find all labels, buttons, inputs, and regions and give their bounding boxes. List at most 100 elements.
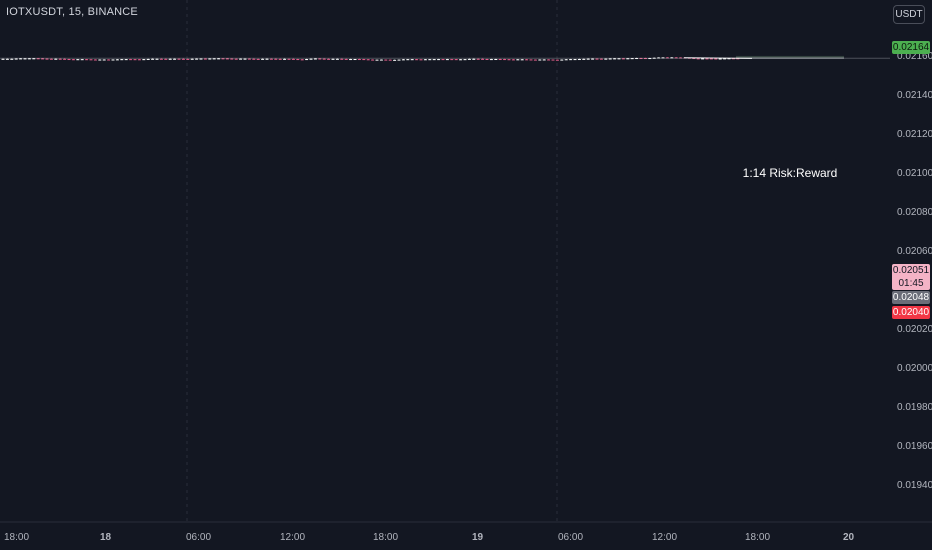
candle-body xyxy=(419,59,423,61)
candle-body xyxy=(164,58,168,60)
candle-body xyxy=(71,59,75,61)
symbol-title: IOTXUSDT, 15, BINANCE xyxy=(6,6,138,18)
candle-body xyxy=(525,59,529,61)
candle-body xyxy=(27,58,31,60)
candle-body xyxy=(10,58,14,60)
candle-body xyxy=(331,58,335,60)
time-tick: 20 xyxy=(843,532,855,543)
candle-body xyxy=(98,59,102,61)
candle-body xyxy=(318,58,322,60)
candle-body xyxy=(555,59,559,61)
candle-body xyxy=(494,59,498,61)
candle-body xyxy=(538,59,542,61)
candle-body xyxy=(155,58,159,60)
candle-body xyxy=(736,58,740,60)
candle-body xyxy=(472,58,476,60)
candle-body xyxy=(617,58,621,60)
candle-body xyxy=(186,58,190,60)
candle-body xyxy=(344,58,348,60)
time-tick: 18:00 xyxy=(4,532,30,543)
candle-body xyxy=(648,58,652,60)
candle-body xyxy=(221,58,225,60)
candle-body xyxy=(362,59,366,61)
price-tick: 0.02080 xyxy=(897,207,932,218)
candle-body xyxy=(300,59,304,61)
candle-body xyxy=(393,59,397,61)
candle-body xyxy=(243,58,247,60)
target-zone xyxy=(736,55,844,59)
candle-body xyxy=(379,59,383,61)
candle-body xyxy=(80,59,84,61)
candle-body xyxy=(709,58,713,60)
candle-body xyxy=(58,58,62,60)
candle-body xyxy=(467,58,471,60)
candle-body xyxy=(41,58,45,60)
candle-body xyxy=(309,58,313,60)
time-tick: 18:00 xyxy=(745,532,771,543)
candle-body xyxy=(269,58,273,60)
candle-body xyxy=(63,58,67,60)
time-tick: 12:00 xyxy=(652,532,678,543)
candle-body xyxy=(406,59,410,61)
candle-body xyxy=(604,58,608,60)
candle-body xyxy=(45,58,49,60)
time-tick: 18 xyxy=(100,532,112,543)
candle-body xyxy=(54,58,58,60)
candle-body xyxy=(230,58,234,60)
candle-body xyxy=(190,58,194,60)
candle-body xyxy=(621,58,625,60)
candle-body xyxy=(577,59,581,61)
candle-body xyxy=(542,59,546,61)
candle-body xyxy=(67,59,71,61)
candle-body xyxy=(256,58,260,60)
candle-body xyxy=(599,58,603,60)
candle-body xyxy=(551,59,555,61)
candle-body xyxy=(516,59,520,61)
candle-body xyxy=(14,58,18,60)
candle-body xyxy=(498,59,502,61)
candle-body xyxy=(111,59,115,61)
price-tick: 0.01980 xyxy=(897,402,932,413)
candle-body xyxy=(159,58,163,60)
candle-body xyxy=(124,59,128,61)
candle-body xyxy=(547,59,551,61)
candle-body xyxy=(287,58,291,60)
candle-body xyxy=(643,58,647,60)
candle-body xyxy=(692,58,696,60)
candle-body xyxy=(151,58,155,60)
candle-body xyxy=(485,59,489,61)
candle-body xyxy=(203,58,207,60)
candle-body xyxy=(335,58,339,60)
candle-body xyxy=(366,59,370,61)
candle-body xyxy=(459,59,463,61)
candle-body xyxy=(120,59,124,61)
price-tick: 0.02160 xyxy=(897,51,932,62)
candle-body xyxy=(85,59,89,61)
candle-body xyxy=(731,58,735,60)
candle-body xyxy=(208,58,212,60)
candle-body xyxy=(630,58,634,60)
candle-body xyxy=(313,58,317,60)
candle-body xyxy=(423,59,427,61)
candle-body xyxy=(696,58,700,60)
candle-body xyxy=(217,58,221,60)
candle-body xyxy=(19,58,23,60)
candle-body xyxy=(463,59,467,61)
candle-body xyxy=(133,59,137,61)
candle-body xyxy=(714,58,718,60)
candle-body xyxy=(199,58,203,60)
candle-body xyxy=(371,59,375,61)
candle-body xyxy=(582,58,586,60)
price-tick: 0.02100 xyxy=(897,168,932,179)
candle-body xyxy=(705,58,709,60)
candle-body xyxy=(503,59,507,61)
price-tick: 0.02140 xyxy=(897,90,932,101)
price-tick: 0.02060 xyxy=(897,246,932,257)
candle-body xyxy=(115,59,119,61)
candle-body xyxy=(560,59,564,61)
candle-body xyxy=(349,59,353,61)
currency-button[interactable]: USDT xyxy=(893,5,925,24)
time-tick: 06:00 xyxy=(186,532,212,543)
candle-body xyxy=(481,58,485,60)
